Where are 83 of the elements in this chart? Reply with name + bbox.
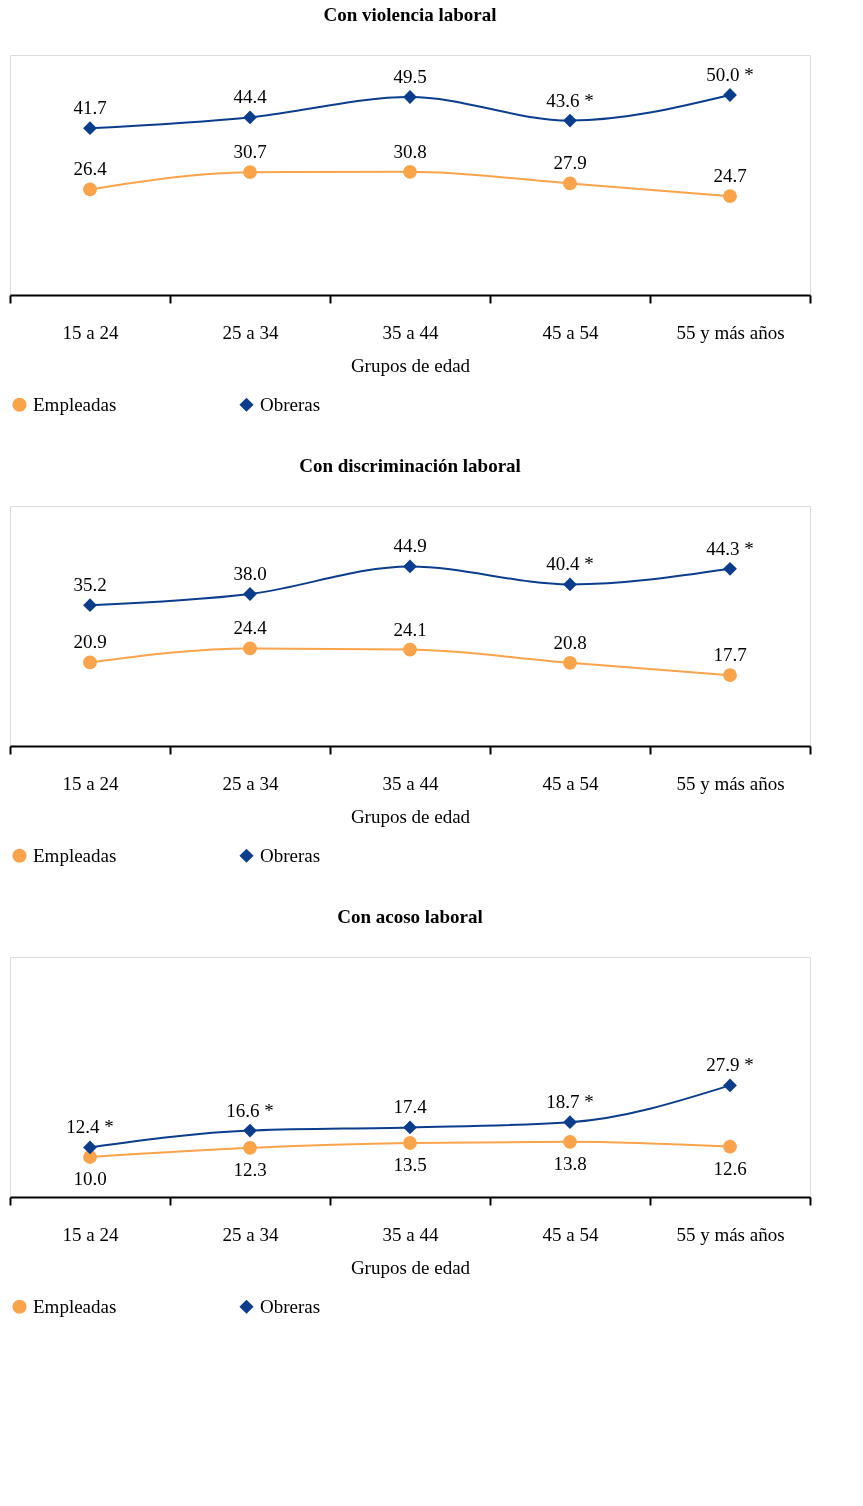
data-label: 10.0 [73, 1168, 107, 1189]
data-label: 12.6 [713, 1157, 747, 1179]
chart-title: Con violencia laboral [323, 4, 497, 25]
data-label: 17.7 [713, 644, 747, 666]
data-label: 12.4 * [66, 1116, 114, 1138]
x-tick-label: 15 a 24 [62, 321, 119, 343]
data-label: 38.0 [233, 563, 267, 584]
point [563, 577, 577, 592]
point [563, 113, 577, 128]
x-tick-label: 15 a 24 [62, 772, 119, 794]
data-label: 13.8 [553, 1152, 587, 1174]
data-label: 18.7 * [546, 1091, 594, 1113]
point [243, 165, 257, 180]
data-label: 12.3 [233, 1158, 267, 1180]
x-tick-label: 25 a 34 [222, 321, 279, 343]
x-tick-label: 45 a 54 [542, 321, 599, 343]
x-tick-label: 55 y más años [676, 1223, 785, 1245]
data-label: 35.2 [73, 574, 107, 596]
point [723, 1078, 737, 1093]
point [83, 121, 97, 136]
data-label: 44.3 * [706, 537, 754, 559]
point [723, 189, 737, 204]
data-label: 41.7 [73, 97, 107, 119]
x-tick-label: 15 a 24 [62, 1223, 119, 1245]
x-axis-title: Grupos de edad [350, 354, 471, 376]
data-label: 17.4 [393, 1096, 428, 1118]
data-label: 16.6 * [226, 1099, 274, 1121]
legend-label: Obreras [260, 393, 321, 415]
legend-label: Empleadas [33, 844, 117, 866]
point [403, 1136, 417, 1150]
data-label: 44.4 [233, 86, 268, 108]
point [563, 176, 577, 191]
point [243, 1140, 257, 1155]
point [83, 655, 97, 670]
x-tick-label: 35 a 44 [382, 1223, 439, 1245]
point [403, 1120, 417, 1135]
data-label: 30.8 [393, 140, 427, 162]
x-tick-label: 45 a 54 [542, 1223, 599, 1245]
x-tick-label: 25 a 34 [222, 772, 279, 794]
point [243, 641, 257, 656]
x-axis-title: Grupos de edad [350, 1256, 471, 1278]
data-label: 24.1 [393, 618, 427, 640]
data-label: 27.9 * [706, 1054, 754, 1076]
data-label: 44.9 [393, 535, 427, 557]
data-label: 50.0 * [706, 64, 754, 85]
point [83, 598, 97, 613]
data-label: 13.5 [393, 1154, 427, 1175]
x-tick-label: 45 a 54 [542, 772, 599, 794]
data-label: 20.9 [73, 631, 107, 653]
data-label: 24.7 [713, 165, 747, 187]
point [403, 559, 417, 574]
data-label: 30.7 [233, 141, 267, 163]
legend-label: Empleadas [33, 1295, 117, 1317]
data-label: 49.5 [393, 66, 427, 87]
legend-label: Empleadas [33, 393, 117, 415]
point [563, 1115, 577, 1130]
chart-title: Con acoso laboral [337, 906, 483, 927]
data-label: 43.6 * [546, 89, 594, 111]
data-label: 24.4 [233, 617, 268, 639]
x-axis-title: Grupos de edad [350, 805, 471, 827]
x-tick-label: 55 y más años [676, 772, 785, 794]
data-label: 27.9 [553, 152, 587, 174]
legend-label: Obreras [260, 1295, 321, 1317]
data-label: 40.4 * [546, 553, 594, 575]
point [243, 1123, 257, 1138]
x-tick-label: 35 a 44 [382, 321, 439, 343]
x-tick-label: 25 a 34 [222, 1223, 279, 1245]
point [403, 164, 417, 179]
point [403, 642, 417, 657]
data-label: 26.4 [73, 158, 108, 180]
point [723, 561, 737, 576]
chart-title: Con discriminación laboral [299, 455, 521, 476]
point [243, 110, 257, 125]
point [83, 182, 97, 197]
point [83, 1140, 97, 1155]
point [723, 1139, 737, 1154]
x-tick-label: 35 a 44 [382, 772, 439, 794]
point [563, 655, 577, 670]
point [723, 668, 737, 683]
legend-label: Obreras [260, 844, 321, 866]
x-tick-label: 55 y más años [676, 321, 785, 343]
data-label: 20.8 [553, 631, 587, 653]
point [563, 1134, 577, 1149]
